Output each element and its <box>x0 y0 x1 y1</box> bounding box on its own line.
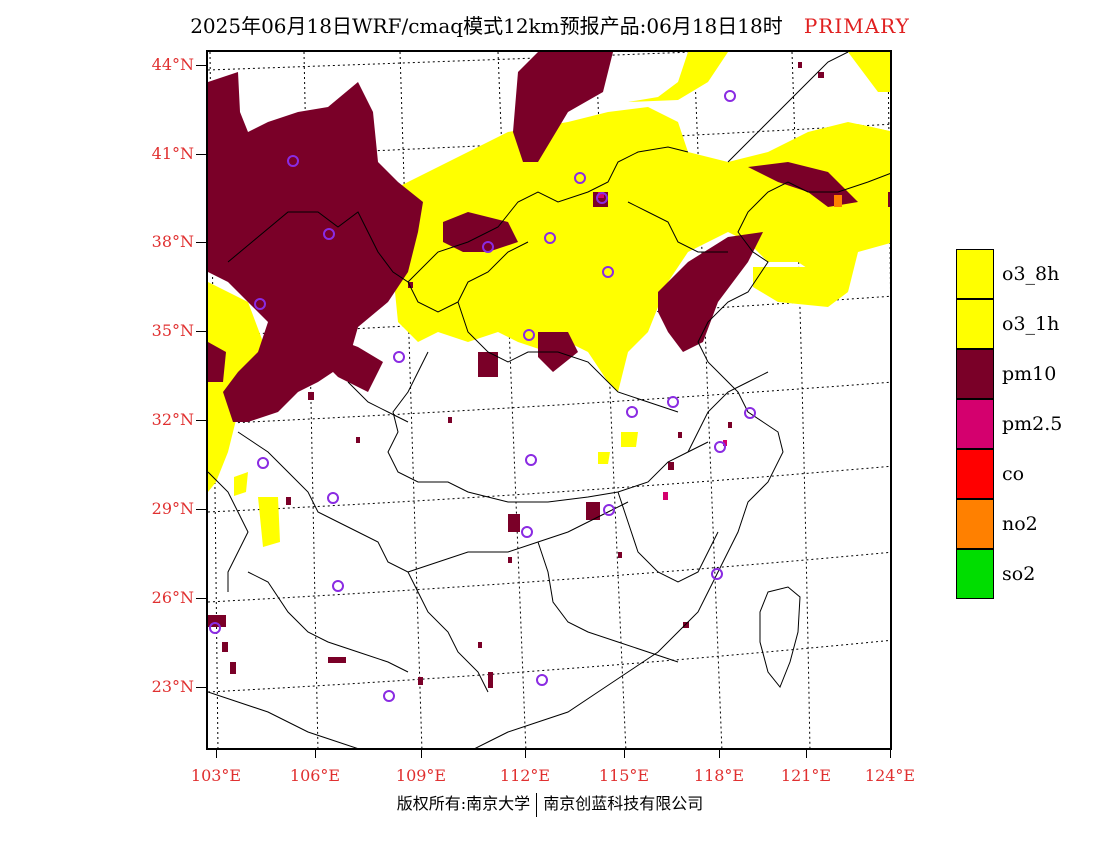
legend-label: o3_8h <box>1002 263 1060 285</box>
circle-icon <box>209 622 221 634</box>
lon-label-106: 106°E <box>289 766 341 785</box>
circle-icon <box>525 454 537 466</box>
lat-tick <box>196 331 206 332</box>
lon-tick <box>525 750 526 758</box>
circle-icon <box>536 674 548 686</box>
lon-tick <box>719 750 720 758</box>
legend-swatch <box>956 499 994 549</box>
circle-icon <box>724 90 736 102</box>
title-mode: PRIMARY <box>803 14 910 38</box>
graticule-meridians <box>209 52 890 748</box>
circle-icon <box>254 298 266 310</box>
circle-icon <box>327 492 339 504</box>
lon-tick <box>216 750 217 758</box>
lon-tick <box>624 750 625 758</box>
circle-icon <box>626 406 638 418</box>
copyright-right: 南京创蓝科技有限公司 <box>543 794 704 813</box>
lat-label-44: 44°N <box>151 55 194 74</box>
lat-tick <box>196 242 206 243</box>
lon-tick <box>890 750 891 758</box>
circle-icon <box>323 228 335 240</box>
map-canvas <box>208 52 890 748</box>
lat-label-23: 23°N <box>151 677 194 696</box>
lon-label-112: 112°E <box>499 766 551 785</box>
lat-tick <box>196 509 206 510</box>
circle-icon <box>383 690 395 702</box>
chart-title: 2025年06月18日WRF/cmaq模式12km预报产品:06月18日18时 … <box>0 10 1100 42</box>
lat-label-41: 41°N <box>151 144 194 163</box>
no2-layer <box>834 195 842 207</box>
circle-icon <box>257 457 269 469</box>
province-boundaries <box>208 52 849 693</box>
legend-label: o3_1h <box>1002 313 1060 335</box>
lat-label-32: 32°N <box>151 410 194 429</box>
lon-label-121: 121°E <box>780 766 832 785</box>
circle-icon <box>744 407 756 419</box>
circle-icon <box>482 241 494 253</box>
title-main: 2025年06月18日WRF/cmaq模式12km预报产品:06月18日18时 <box>190 14 783 38</box>
circle-icon <box>521 526 533 538</box>
copyright-left: 版权所有:南京大学 <box>396 794 531 813</box>
circle-icon <box>287 155 299 167</box>
lat-tick <box>196 687 206 688</box>
lat-label-29: 29°N <box>151 499 194 518</box>
legend-label: pm10 <box>1002 363 1057 385</box>
o3-layer <box>208 52 890 547</box>
station-markers <box>209 90 756 702</box>
lat-label-35: 35°N <box>151 321 194 340</box>
lat-label-26: 26°N <box>151 588 194 607</box>
map-panel <box>206 50 892 750</box>
lon-tick <box>806 750 807 758</box>
legend-label: no2 <box>1002 513 1038 535</box>
lon-label-115: 115°E <box>598 766 650 785</box>
legend-swatch <box>956 399 994 449</box>
lat-tick <box>196 154 206 155</box>
legend-swatch <box>956 549 994 599</box>
legend-swatch <box>956 299 994 349</box>
pm10-scatter <box>222 62 824 688</box>
coastline <box>208 173 890 748</box>
circle-icon <box>523 329 535 341</box>
lon-label-103: 103°E <box>190 766 242 785</box>
lat-tick <box>196 65 206 66</box>
legend-label: pm2.5 <box>1002 413 1063 435</box>
circle-icon <box>714 441 726 453</box>
circle-icon <box>667 396 679 408</box>
lon-label-118: 118°E <box>693 766 745 785</box>
lon-tick <box>315 750 316 758</box>
circle-icon <box>544 232 556 244</box>
legend-label: so2 <box>1002 563 1036 585</box>
copyright-divider <box>536 792 538 817</box>
lon-label-124: 124°E <box>864 766 916 785</box>
circle-icon <box>602 266 614 278</box>
legend-swatch <box>956 449 994 499</box>
lon-label-109: 109°E <box>395 766 447 785</box>
circle-icon <box>603 504 615 516</box>
lat-label-38: 38°N <box>151 232 194 251</box>
pm25-layer <box>598 192 727 500</box>
circle-icon <box>393 351 405 363</box>
legend-swatch <box>956 249 994 299</box>
pm10-layer <box>208 52 890 627</box>
lat-tick <box>196 420 206 421</box>
circle-icon <box>711 568 723 580</box>
circle-icon <box>332 580 344 592</box>
legend-swatch <box>956 349 994 399</box>
circle-icon <box>596 192 608 204</box>
copyright-notice: 版权所有:南京大学 南京创蓝科技有限公司 <box>0 790 1100 817</box>
lat-tick <box>196 598 206 599</box>
legend-label: co <box>1002 463 1025 485</box>
lon-tick <box>421 750 422 758</box>
circle-icon <box>574 172 586 184</box>
